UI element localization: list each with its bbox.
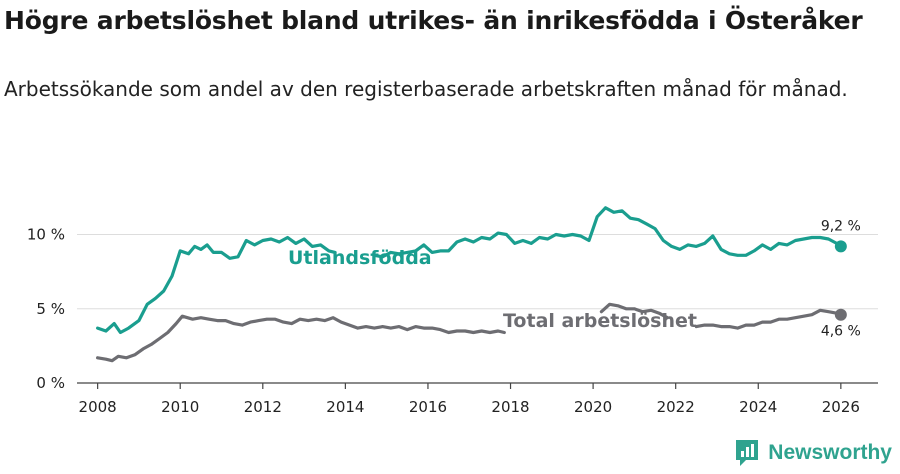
y-tick-label: 5 % <box>36 300 65 318</box>
end-dot-total <box>834 308 847 321</box>
series-line-total <box>599 302 669 320</box>
series-layer <box>96 206 847 363</box>
y-tick-label: 0 % <box>36 374 65 392</box>
chart-title: Högre arbetslöshet bland utrikes- än inr… <box>4 6 863 35</box>
newsworthy-logo-icon <box>736 440 759 466</box>
series-label-total: Total arbetslöshet <box>503 310 697 332</box>
x-tick-label: 2012 <box>244 398 282 416</box>
x-tick-label: 2018 <box>491 398 529 416</box>
series-line-foreign-born <box>372 206 843 259</box>
y-tick-label: 10 % <box>27 226 65 244</box>
x-tick-label: 2026 <box>822 398 860 416</box>
series-line-total <box>96 314 506 363</box>
end-dot-foreign-born <box>834 240 847 253</box>
x-axis: 2008 2010 2012 2014 2016 2018 2020 2022 2024 2026 <box>79 383 860 416</box>
x-tick-label: 2014 <box>326 398 364 416</box>
x-tick-label: 2010 <box>161 398 199 416</box>
gridlines: 0 % 5 % 10 % <box>27 226 878 392</box>
series-line-foreign-born <box>96 235 337 335</box>
x-tick-label: 2020 <box>574 398 612 416</box>
chart-subtitle: Arbetssökande som andel av den registerb… <box>4 77 848 101</box>
x-tick-label: 2016 <box>409 398 447 416</box>
end-value-label-foreign-born: 9,2 % <box>821 218 861 234</box>
label-layer: 9,2 % 4,6 % Utlandsfödda Total arbetslöshet <box>288 218 861 339</box>
x-tick-label: 2022 <box>657 398 695 416</box>
series-label-foreign-born: Utlandsfödda <box>288 247 432 269</box>
newsworthy-logo-text: Newsworthy <box>768 441 892 464</box>
x-tick-label: 2008 <box>79 398 117 416</box>
newsworthy-logo: Newsworthy <box>734 438 892 468</box>
end-value-label-total: 4,6 % <box>821 324 861 340</box>
x-tick-label: 2024 <box>739 398 777 416</box>
series-line-total <box>694 308 843 330</box>
